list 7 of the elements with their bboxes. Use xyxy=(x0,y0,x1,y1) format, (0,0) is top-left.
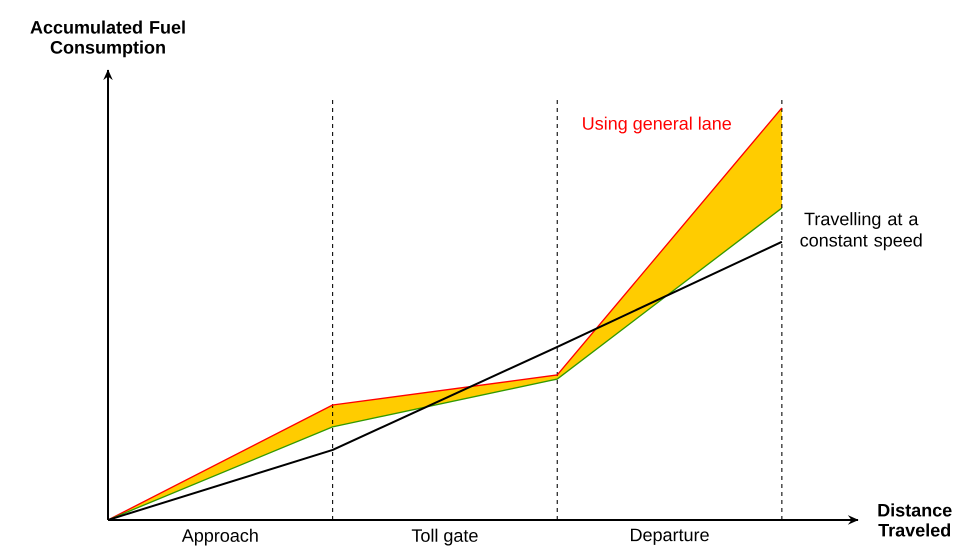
x-axis-title: Distance Traveled xyxy=(878,503,952,537)
text: Toll gate xyxy=(412,528,478,546)
text: Approach xyxy=(182,528,258,546)
series-label: Using general lane xyxy=(583,116,731,134)
text: Departure xyxy=(631,528,709,545)
y-axis-title: Accumulated Fuel Consumption xyxy=(30,20,185,58)
series-label: Travelling at a constant speed xyxy=(800,212,922,250)
